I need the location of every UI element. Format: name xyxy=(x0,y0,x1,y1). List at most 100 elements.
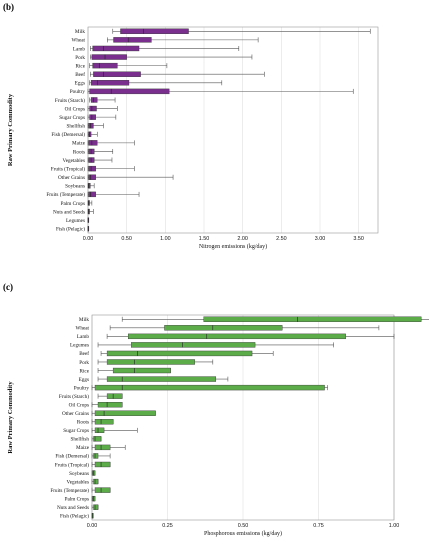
category-label: Milk xyxy=(79,317,89,323)
category-label: Nuts and Seeds xyxy=(57,505,89,511)
category-label: Eggs xyxy=(75,81,85,87)
x-axis-label: Phosphorous emissions (kg/day) xyxy=(204,530,282,537)
category-label: Fruits (Starch) xyxy=(55,97,85,104)
category-label: Other Grains xyxy=(62,411,89,417)
box xyxy=(88,123,94,129)
category-label: Fish (Pelagic) xyxy=(60,513,89,520)
box xyxy=(91,54,127,60)
box xyxy=(92,62,118,69)
category-label: Lamb xyxy=(77,334,90,340)
box xyxy=(88,174,96,180)
box xyxy=(89,114,96,120)
box xyxy=(89,105,97,112)
x-tick-label: 1.00 xyxy=(389,523,400,529)
box xyxy=(94,410,156,416)
box xyxy=(113,37,152,43)
x-tick-label: 0.00 xyxy=(83,236,94,242)
x-tick-label: 0.50 xyxy=(121,236,132,242)
category-label: Fruits (Tropical) xyxy=(51,165,86,172)
category-label: Legumes xyxy=(66,218,85,224)
x-tick-label: 1.00 xyxy=(160,236,171,242)
category-label: Soybeans xyxy=(69,471,89,477)
category-label: Fruits (Temperate) xyxy=(50,487,89,494)
x-axis-label: Nitrogen emissions (kg/day) xyxy=(199,243,267,250)
panel-label-c: (c) xyxy=(3,282,13,292)
x-tick-label: 2.00 xyxy=(237,236,248,242)
category-label: Poultry xyxy=(74,385,90,391)
category-label: Fruits (Temperate) xyxy=(46,191,85,198)
category-label: Poultry xyxy=(70,89,86,95)
box xyxy=(97,402,123,408)
category-label: Pork xyxy=(75,55,85,61)
plot-frame xyxy=(91,314,395,521)
category-label: Fish (Pelagic) xyxy=(56,226,85,233)
y-axis-label: Raw Primary Commodity xyxy=(7,381,14,454)
box xyxy=(106,350,253,357)
category-label: Palm Crops xyxy=(61,201,85,207)
nitrogen-boxplot-chart: 0.00 0.50 1.00 1.50 2.00 2.50 3.00 3.50 Milk Whea… xyxy=(7,26,379,250)
box xyxy=(94,419,114,425)
box xyxy=(93,504,99,510)
category-label: Fruits (Starch) xyxy=(59,393,89,400)
category-label: Roots xyxy=(73,149,85,155)
x-tick-label: 1.50 xyxy=(199,236,210,242)
x-tick-label: 0.50 xyxy=(238,523,249,529)
category-label: Rice xyxy=(79,368,89,374)
box xyxy=(88,183,91,189)
box xyxy=(88,157,95,163)
box xyxy=(94,487,111,493)
category-label: Pork xyxy=(79,360,89,366)
category-label: Shellfish xyxy=(71,436,90,443)
box xyxy=(93,453,99,459)
box xyxy=(94,427,105,433)
box xyxy=(88,140,98,146)
box xyxy=(89,88,170,95)
box xyxy=(94,384,325,391)
x-tick-label: 0.00 xyxy=(87,523,98,529)
box xyxy=(93,71,141,77)
category-label: Fish (Demersal) xyxy=(55,453,89,460)
category-label: Shellfish xyxy=(67,123,86,130)
box xyxy=(203,316,422,322)
x-tick-label: 3.50 xyxy=(353,236,364,242)
box xyxy=(92,495,96,502)
category-label: Soybeans xyxy=(65,184,85,190)
category-label: Fruits (Tropical) xyxy=(55,461,90,468)
category-label: Lamb xyxy=(73,46,86,52)
category-label: Nuts and Seeds xyxy=(53,209,85,215)
box xyxy=(128,333,346,340)
x-tick-label: 0.75 xyxy=(313,523,324,529)
box xyxy=(93,478,99,485)
box xyxy=(106,393,123,399)
category-label: Milk xyxy=(75,29,85,35)
box xyxy=(88,165,96,172)
plot-frame xyxy=(87,26,379,234)
category-label: Roots xyxy=(77,420,89,426)
category-label: Palm Crops xyxy=(65,496,89,502)
category-label: Beef xyxy=(79,350,89,357)
category-label: Wheat xyxy=(75,326,89,332)
x-tick-label: 2.50 xyxy=(276,236,287,242)
box xyxy=(88,131,92,137)
x-tick-label: 3.00 xyxy=(315,236,326,242)
category-label: Vegetables xyxy=(63,158,85,164)
box xyxy=(106,376,217,382)
box xyxy=(120,28,189,34)
box xyxy=(112,367,171,374)
box xyxy=(106,359,195,365)
category-label: Maize xyxy=(76,445,90,451)
y-axis-label: Raw Primary Commodity xyxy=(7,93,14,166)
box xyxy=(90,97,98,103)
box xyxy=(88,191,96,198)
category-label: Sugar Crops xyxy=(59,115,85,121)
category-label: Fish (Demersal) xyxy=(51,131,85,138)
box xyxy=(94,444,111,451)
box xyxy=(131,342,256,348)
category-label: Other Grains xyxy=(58,175,85,181)
box xyxy=(90,80,130,86)
panel-label-b: (b) xyxy=(3,2,14,12)
category-label: Maize xyxy=(72,141,86,147)
category-label: Sugar Crops xyxy=(63,428,89,434)
category-label: Wheat xyxy=(71,38,85,44)
phosphorous-boxplot-chart: 0.00 0.25 0.50 0.75 1.00 Milk Wheat Lamb Legumes… xyxy=(7,314,429,537)
